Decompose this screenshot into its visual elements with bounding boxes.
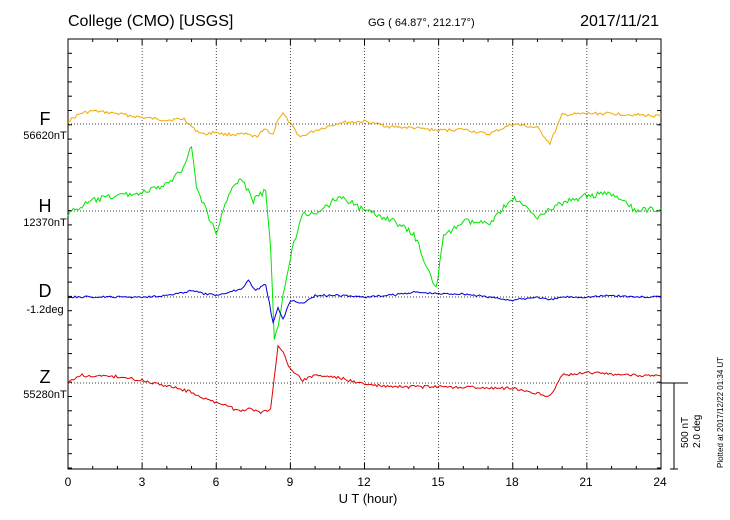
x-tick-18: 18 xyxy=(505,475,519,489)
label-d: D xyxy=(38,281,52,301)
x-tick-24: 24 xyxy=(653,475,667,489)
trace-d xyxy=(67,279,661,325)
x-tick-3: 3 xyxy=(138,475,146,489)
label-h: H xyxy=(38,196,52,216)
traces xyxy=(67,109,662,415)
label-z: Z xyxy=(39,367,51,387)
x-tick-9: 9 xyxy=(286,475,294,489)
x-axis-label: U T (hour) xyxy=(338,491,398,506)
x-tick-15: 15 xyxy=(431,475,445,489)
trace-f xyxy=(67,109,662,146)
grid xyxy=(141,39,588,469)
x-tick-0: 0 xyxy=(64,475,72,489)
date-label: 2017/11/21 xyxy=(580,13,659,30)
x-tick-6: 6 xyxy=(212,475,220,489)
scale-bar xyxy=(661,382,688,470)
base-z: 55280nT xyxy=(23,389,67,401)
trace-z xyxy=(67,344,662,415)
x-tick-12: 12 xyxy=(357,475,371,489)
geo-coordinates: GG ( 64.87°, 212.17°) xyxy=(368,17,475,29)
base-f: 56620nT xyxy=(23,130,67,142)
station-title: College (CMO) [USGS] xyxy=(68,13,234,30)
plot-frame xyxy=(67,38,662,470)
trace-h xyxy=(67,145,662,340)
base-d: -1.2deg xyxy=(26,304,64,316)
plot-border xyxy=(67,38,662,470)
scale-deg-label: 2.0 deg xyxy=(692,414,703,448)
base-h: 12370nT xyxy=(23,217,67,229)
label-f: F xyxy=(39,109,51,129)
x-tick-21: 21 xyxy=(579,475,593,489)
scale-nt-label: 500 nT xyxy=(680,416,691,448)
plotted-timestamp: Plotted at 2017/12/22 01:34 UT xyxy=(716,356,725,468)
